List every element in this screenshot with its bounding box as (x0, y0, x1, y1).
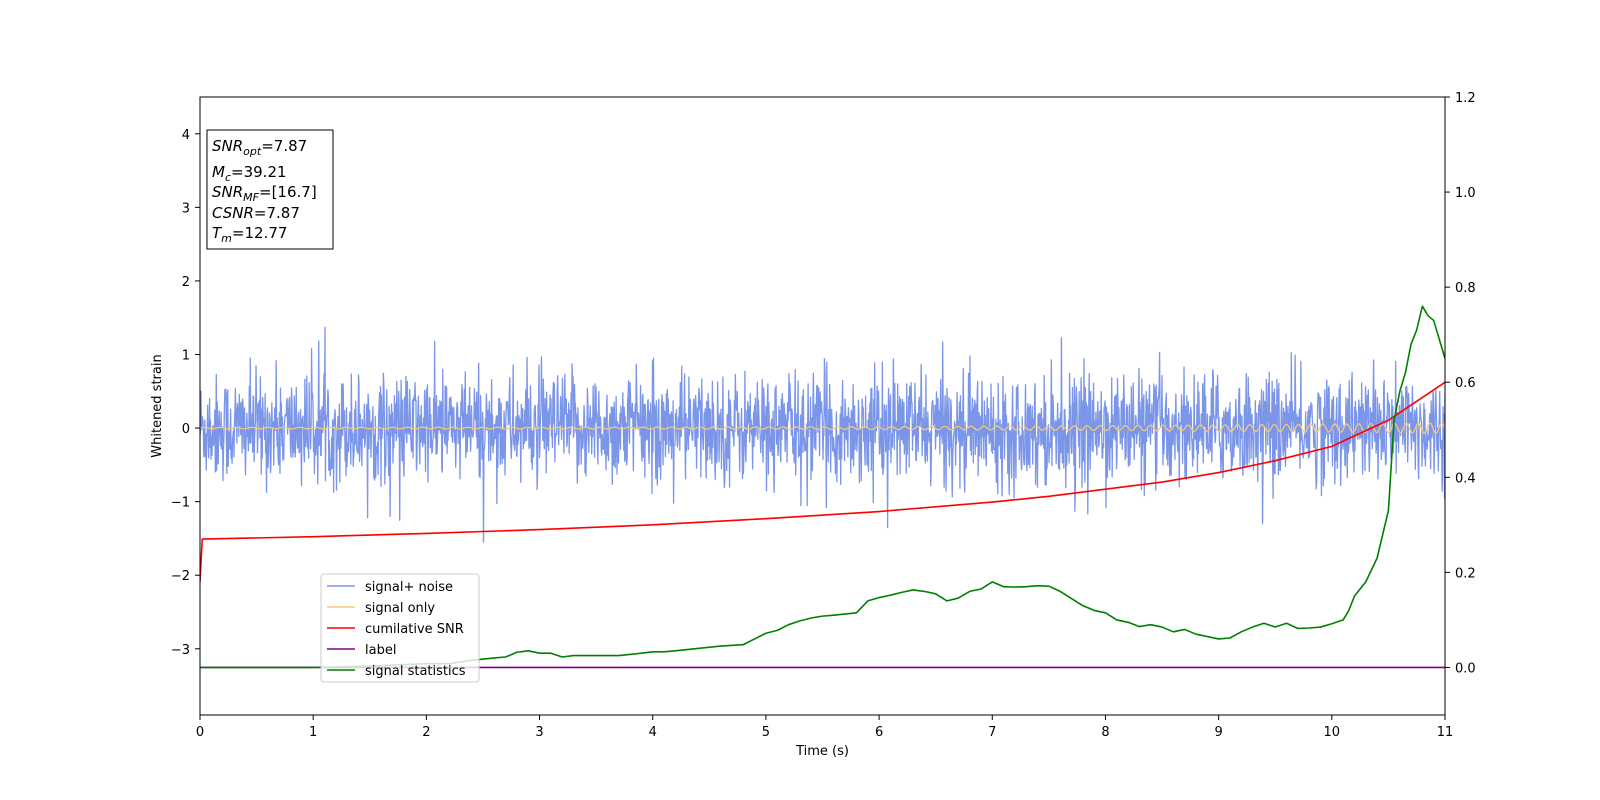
annotation-symbol: T (212, 224, 223, 242)
annotation-line: Mc=39.21 (212, 163, 287, 184)
y-left-tick-label: −2 (171, 569, 190, 584)
series-line-signal-statistics (200, 305, 1445, 669)
annotation-value: =39.21 (231, 163, 287, 181)
legend-label: label (365, 643, 396, 658)
annotation-value: =[16.7] (259, 183, 317, 201)
y-left-tick-label: 4 (182, 128, 190, 143)
x-tick-label: 2 (422, 725, 430, 740)
y-right-tick-label: 0.8 (1455, 281, 1476, 296)
x-tick-label: 8 (1101, 725, 1109, 740)
legend-label: cumilative SNR (365, 622, 464, 637)
legend-label: signal only (365, 601, 435, 616)
annotation-subscript: c (225, 171, 231, 184)
annotation-line: SNRopt=7.87 (212, 137, 307, 158)
annotation-symbol: M (212, 163, 225, 181)
annotation-line: Tm=12.77 (212, 224, 287, 245)
y-left-tick-label: 2 (182, 275, 190, 290)
annotation-box: SNRopt=7.87Mc=39.21SNRMF=[16.7]CSNR=7.87… (206, 129, 334, 250)
x-tick-label: 0 (196, 725, 204, 740)
y-left-tick-label: 0 (182, 422, 190, 437)
legend: signal+ noise signal only cumilative SNR la… (320, 573, 480, 683)
annotation-subscript: MF (243, 191, 259, 204)
annotation-symbol: SNR (212, 137, 243, 155)
x-tick-label: 6 (875, 725, 883, 740)
legend-label: signal+ noise (365, 580, 453, 595)
x-tick-label: 3 (535, 725, 543, 740)
legend-label: signal statistics (365, 664, 466, 679)
series-line-cumilative-snr (200, 381, 1445, 582)
x-axis: 0 1 2 3 4 5 6 7 8 9 10 11 (196, 715, 1453, 740)
series-line-signal-only (200, 422, 1445, 434)
annotation-symbol: CSNR (212, 204, 254, 222)
y-left-tick-label: −3 (171, 643, 190, 658)
y-right-tick-label: 0.6 (1455, 376, 1476, 391)
y-axis-left-label: Whitened strain (150, 354, 165, 457)
x-tick-label: 10 (1324, 725, 1341, 740)
annotation-value: =7.87 (254, 204, 300, 222)
annotation-line: CSNR=7.87 (212, 204, 300, 222)
y-axis-left: −3 −2 −1 0 1 2 3 4 (171, 128, 200, 658)
plot-frame (199, 96, 1446, 716)
x-tick-label: 7 (988, 725, 996, 740)
annotation-value: =12.77 (232, 224, 288, 242)
legend-frame (320, 573, 480, 683)
y-left-tick-label: 3 (182, 201, 190, 216)
annotation-frame (206, 129, 334, 250)
annotation-line: SNRMF=[16.7] (212, 183, 317, 204)
x-tick-label: 1 (309, 725, 317, 740)
x-tick-label: 5 (762, 725, 770, 740)
x-tick-label: 11 (1437, 725, 1454, 740)
y-right-tick-label: 1.0 (1455, 186, 1476, 201)
y-right-tick-label: 0.2 (1455, 566, 1476, 581)
annotation-subscript: m (221, 232, 232, 245)
x-tick-label: 9 (1214, 725, 1222, 740)
x-tick-label: 4 (649, 725, 657, 740)
annotation-value: =7.87 (261, 137, 307, 155)
series-line-signal-noise (200, 326, 1445, 543)
y-axis-right: 0.0 0.2 0.4 0.6 0.8 1.0 1.2 (1445, 91, 1476, 676)
annotation-subscript: opt (243, 145, 262, 158)
y-right-tick-label: 0.4 (1455, 471, 1476, 486)
y-left-tick-label: −1 (171, 496, 190, 511)
annotation-symbol: SNR (212, 183, 243, 201)
y-right-tick-label: 1.2 (1455, 91, 1476, 106)
y-left-tick-label: 1 (182, 349, 190, 364)
x-axis-label: Time (s) (795, 744, 849, 759)
y-right-tick-label: 0.0 (1455, 661, 1476, 676)
